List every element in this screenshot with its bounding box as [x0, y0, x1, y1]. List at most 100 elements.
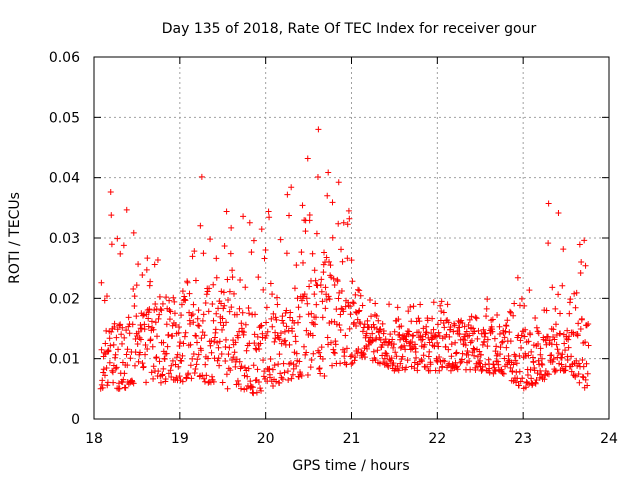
data-point — [436, 333, 443, 340]
data-point — [368, 338, 375, 345]
data-point — [281, 338, 288, 345]
data-point — [244, 373, 251, 380]
data-point — [380, 328, 387, 335]
data-point — [434, 339, 441, 346]
data-point — [427, 361, 434, 368]
data-point — [196, 323, 203, 330]
data-point — [286, 341, 293, 348]
data-point — [318, 344, 325, 351]
data-point — [407, 304, 414, 311]
data-point — [133, 313, 140, 320]
data-point — [313, 301, 320, 308]
data-point — [349, 278, 356, 285]
data-point — [197, 222, 204, 229]
data-point — [538, 360, 545, 367]
data-point — [404, 357, 411, 364]
data-point — [337, 327, 344, 334]
data-point — [537, 345, 544, 352]
data-point — [495, 361, 502, 368]
data-point — [566, 333, 573, 340]
data-point — [215, 344, 222, 351]
data-point — [366, 297, 373, 304]
data-point — [466, 332, 473, 339]
data-point — [324, 334, 331, 341]
data-point — [585, 342, 592, 349]
data-point — [506, 329, 513, 336]
data-point — [414, 367, 421, 374]
data-point — [191, 370, 198, 377]
data-point — [394, 304, 401, 311]
data-point — [215, 355, 222, 362]
data-point — [185, 370, 192, 377]
data-point — [465, 351, 472, 358]
data-point — [226, 288, 233, 295]
data-point — [511, 351, 518, 358]
data-point — [299, 202, 306, 209]
data-point — [161, 355, 168, 362]
data-point — [176, 373, 183, 380]
data-point — [545, 333, 552, 340]
data-point — [471, 328, 478, 335]
data-point — [397, 336, 404, 343]
data-point — [182, 329, 189, 336]
data-point — [153, 354, 160, 361]
data-point — [379, 320, 386, 327]
data-point — [577, 326, 584, 332]
y-tick-label: 0 — [71, 412, 80, 428]
data-point — [428, 330, 435, 337]
data-point — [246, 310, 253, 317]
data-point — [568, 368, 575, 375]
data-point — [107, 342, 114, 349]
data-point — [274, 301, 281, 308]
data-point — [112, 351, 119, 358]
data-point — [536, 374, 543, 381]
data-point — [325, 169, 332, 176]
x-tick-label: 19 — [171, 431, 189, 447]
data-point — [106, 359, 113, 366]
data-point — [375, 317, 382, 324]
data-point — [528, 348, 535, 355]
data-point — [551, 368, 558, 375]
data-point — [573, 289, 580, 296]
data-point — [284, 191, 291, 198]
data-point — [108, 212, 115, 219]
data-point — [294, 295, 301, 302]
data-point — [240, 213, 247, 220]
data-point — [408, 318, 415, 325]
data-point — [267, 355, 274, 362]
data-point — [405, 308, 412, 315]
data-point — [333, 321, 340, 328]
data-point — [376, 360, 383, 367]
data-point — [481, 333, 488, 340]
data-point — [98, 346, 105, 353]
data-point — [361, 321, 368, 328]
data-point — [435, 343, 442, 350]
data-point — [321, 372, 328, 379]
data-point — [261, 368, 268, 375]
data-point — [276, 351, 283, 358]
data-point — [105, 348, 112, 355]
data-point — [163, 350, 170, 357]
data-point — [208, 349, 215, 356]
data-point — [384, 342, 391, 349]
data-point — [272, 329, 279, 336]
data-point — [467, 366, 474, 373]
data-point — [126, 330, 133, 337]
data-point — [204, 288, 211, 295]
data-point — [135, 261, 142, 268]
data-point — [551, 336, 558, 343]
data-point — [486, 369, 493, 376]
data-point — [178, 358, 185, 365]
data-point — [476, 348, 483, 355]
data-point — [260, 286, 267, 293]
data-point — [303, 349, 310, 356]
data-point — [303, 295, 310, 302]
data-point — [237, 276, 244, 283]
data-point — [519, 375, 526, 382]
data-point — [431, 333, 438, 340]
data-point — [412, 349, 419, 356]
data-point — [223, 319, 230, 326]
data-point — [277, 236, 284, 243]
data-point — [312, 321, 319, 328]
data-point — [402, 346, 409, 353]
